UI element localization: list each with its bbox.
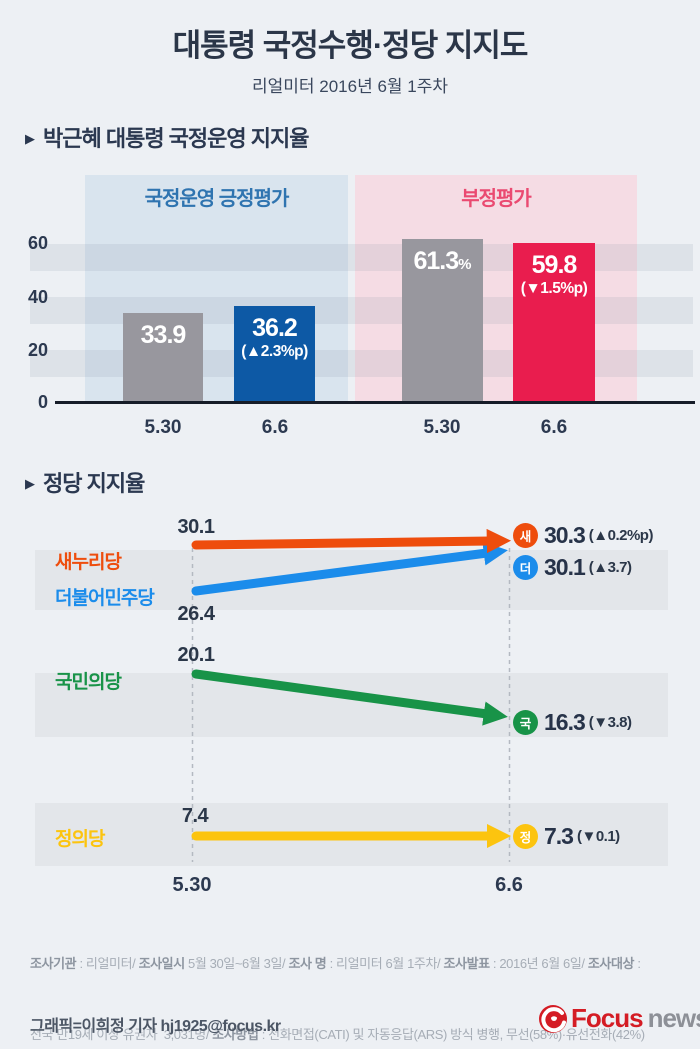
arrow-bullet-icon: ▶ [25, 475, 35, 491]
end-value: 7.3 [544, 822, 574, 849]
section-heading-approval: ▶ 박근혜 대통령 국정운영 지지율 [25, 121, 309, 153]
section-heading-approval-label: 박근혜 대통령 국정운영 지지율 [43, 126, 309, 151]
y-axis-label-0: 0 [37, 392, 48, 412]
end-change: (▼3.8) [588, 713, 632, 731]
end-change: (▲3.7) [588, 558, 632, 576]
party-trend-arrows [191, 528, 512, 862]
logo-text-news: news [647, 1003, 700, 1033]
end-row-justice: 정 7.3 (▼0.1) [513, 822, 620, 850]
saenuri-trend-arrow [191, 528, 512, 554]
minjoo-trend-arrow [191, 541, 508, 596]
bar-negative-66: 59.8 (▼1.5%p) [513, 243, 595, 402]
end-row-minjoo: 더 30.1 (▲3.7) [513, 553, 632, 581]
logo-swirl-icon [539, 1004, 567, 1033]
y-axis-label-20: 20 [27, 340, 48, 360]
section-heading-party-label: 정당 지지율 [43, 471, 145, 496]
end-change: (▲0.2%p) [588, 526, 654, 544]
bar-negative-530: 61.3% [402, 239, 483, 402]
party-label-kookmin: 국민의당 [55, 672, 122, 693]
footer-methodology: 조사기관 : 리얼미터/ 조사일시 5월 30일~6월 3일/ 조사 명 : 리… [30, 905, 690, 1049]
bar-value: 61.3 [413, 247, 459, 275]
end-row-kookmin: 국 16.3 (▼3.8) [513, 708, 632, 736]
arrow-bullet-icon: ▶ [25, 130, 35, 146]
bar-positive-66: 36.2 (▲2.3%p) [234, 306, 315, 402]
party-x-label-66: 6.6 [495, 874, 523, 896]
page-subtitle: 리얼미터 2016년 6월 1주차 [251, 77, 449, 96]
x-axis-line [55, 401, 695, 404]
x-axis-label: 5.30 [144, 417, 182, 438]
y-axis-label-60: 60 [27, 233, 48, 253]
party-x-label-530: 5.30 [172, 874, 212, 896]
positive-panel-title: 국정운영 긍정평가 [144, 188, 290, 210]
end-row-saenuri: 새 30.3 (▲0.2%p) [513, 521, 653, 549]
bar-value: 36.2 [252, 314, 298, 342]
start-value-saenuri: 30.1 [177, 516, 215, 538]
x-axis-label: 6.6 [261, 417, 289, 438]
bar-value: 59.8 [531, 251, 578, 279]
credit-line: 그래픽=이희정 기자 hj1925@focus.kr [30, 1018, 281, 1035]
party-label-minjoo: 더불어민주당 [55, 588, 155, 609]
party-label-saenuri: 새누리당 [55, 552, 122, 573]
end-value: 30.1 [544, 553, 586, 580]
focusnews-logo: Focusnews [538, 1003, 700, 1034]
end-value: 30.3 [544, 521, 586, 548]
page-title: 대통령 국정수행·정당 지지도 [172, 28, 529, 63]
justice-badge: 정 [513, 823, 538, 849]
section-heading-party: ▶ 정당 지지율 [25, 466, 145, 498]
kookmin-trend-arrow [191, 669, 508, 726]
x-axis-label: 5.30 [423, 417, 461, 438]
bar-value: 33.9 [140, 321, 187, 349]
end-value: 16.3 [544, 708, 586, 735]
end-change: (▼0.1) [576, 827, 620, 845]
footer-line: 전국 만19세 이상 유권자 3,031명/ 조사방법 : 전화면접(CATI)… [30, 1026, 645, 1042]
saenuri-badge: 새 [513, 522, 538, 548]
row-band [35, 673, 668, 737]
bar-value-suffix: % [458, 256, 472, 273]
bar-positive-530: 33.9 [123, 313, 203, 402]
start-value-minjoo: 26.4 [177, 603, 215, 625]
party-label-justice: 정의당 [55, 829, 105, 850]
x-axis-label: 6.6 [540, 417, 568, 438]
minjoo-badge: 더 [513, 554, 538, 580]
start-value-kookmin: 20.1 [177, 644, 215, 666]
logo-text-focus: Focus [571, 1003, 644, 1033]
footer-line: 조사기관 : 리얼미터/ 조사일시 5월 30일~6월 3일/ 조사 명 : 리… [30, 956, 641, 971]
start-value-justice: 7.4 [181, 805, 209, 827]
negative-panel-title: 부정평가 [461, 188, 532, 210]
bar-change: (▲2.3%p) [241, 343, 308, 361]
bar-change: (▼1.5%p) [520, 280, 588, 298]
row-band [35, 550, 668, 610]
y-axis-label-40: 40 [27, 287, 48, 307]
kookmin-badge: 국 [513, 709, 538, 735]
